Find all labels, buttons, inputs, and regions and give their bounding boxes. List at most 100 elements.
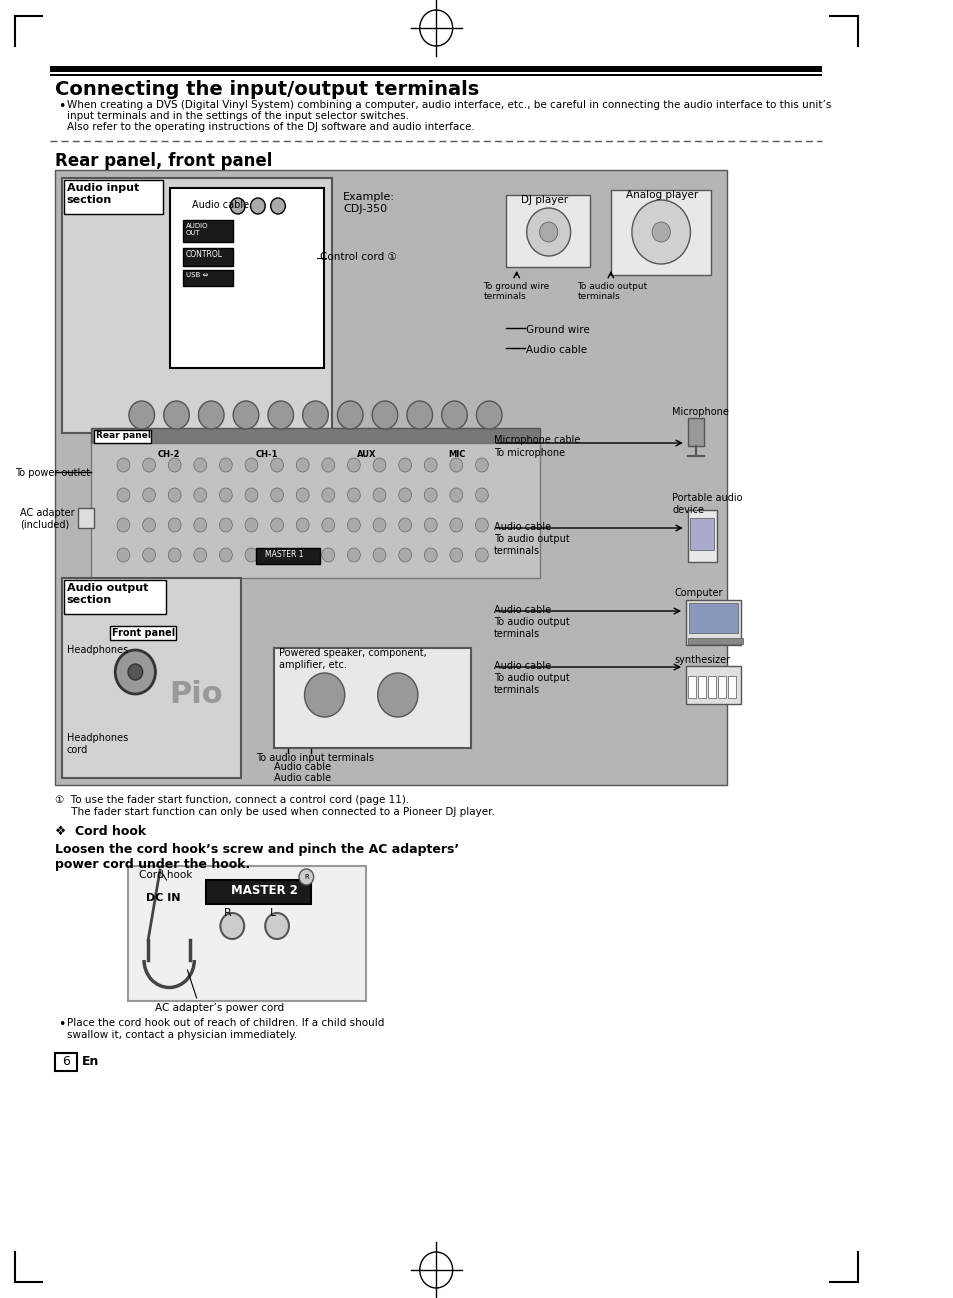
Bar [697,676,705,698]
Circle shape [220,912,244,938]
Text: R: R [304,874,309,880]
Circle shape [296,518,309,532]
Text: AC adapter
(included): AC adapter (included) [20,508,74,530]
Circle shape [347,458,360,472]
Text: AUX: AUX [356,450,375,459]
Circle shape [450,488,462,502]
Circle shape [219,458,232,472]
Circle shape [450,458,462,472]
Text: Microphone: Microphone [672,408,728,417]
Text: The fader start function can only be used when connected to a Pioneer DJ player.: The fader start function can only be use… [55,807,495,816]
Text: swallow it, contact a physician immediately.: swallow it, contact a physician immediat… [67,1031,296,1040]
Circle shape [268,401,294,430]
Circle shape [129,401,154,430]
Circle shape [168,488,181,502]
Text: Example:
CDJ-350: Example: CDJ-350 [342,192,395,214]
Text: Microphone cable: Microphone cable [494,435,579,445]
Circle shape [347,548,360,562]
Circle shape [245,488,257,502]
Bar [687,510,717,562]
Circle shape [298,868,314,885]
Text: R: R [224,909,232,918]
Circle shape [164,401,189,430]
Text: synthesizer: synthesizer [674,655,730,665]
Text: L: L [270,909,275,918]
Circle shape [475,548,488,562]
Circle shape [321,458,335,472]
Bar [687,676,695,698]
Circle shape [398,488,411,502]
Text: To ground wire
terminals: To ground wire terminals [483,282,549,301]
Text: Audio output
section: Audio output section [67,583,148,605]
Circle shape [296,458,309,472]
Bar [91,428,539,443]
Circle shape [321,548,335,562]
Text: Headphones: Headphones [67,645,128,655]
Circle shape [296,548,309,562]
Text: ❖  Cord hook: ❖ Cord hook [55,826,146,839]
Circle shape [476,401,501,430]
Bar [94,430,151,443]
Bar [128,866,365,1001]
Circle shape [337,401,363,430]
Text: DJ player: DJ player [520,195,568,205]
Circle shape [219,488,232,502]
Text: Connecting the input/output terminals: Connecting the input/output terminals [55,80,478,99]
Circle shape [168,518,181,532]
Bar [687,418,703,447]
Bar [688,604,738,633]
Text: Audio cable: Audio cable [525,345,586,354]
Text: To microphone: To microphone [494,448,564,458]
Bar [690,518,714,550]
Bar [55,170,726,785]
Bar [64,580,166,614]
Bar [183,248,233,266]
Bar [91,443,539,578]
Circle shape [193,458,207,472]
Circle shape [526,208,570,256]
Circle shape [398,548,411,562]
Text: USB ⇔: USB ⇔ [186,273,208,278]
Text: input terminals and in the settings of the input selector switches.: input terminals and in the settings of t… [67,112,408,121]
Circle shape [251,199,265,214]
Bar [717,676,725,698]
Bar [51,66,821,71]
Circle shape [377,672,417,716]
Bar [55,1053,77,1071]
Bar [685,666,740,704]
Text: To audio output
terminals: To audio output terminals [494,672,569,694]
Text: Rear panel, front panel: Rear panel, front panel [55,152,272,170]
Circle shape [372,401,397,430]
Bar [183,219,233,241]
Text: MASTER 1: MASTER 1 [265,550,303,559]
Text: Ground wire: Ground wire [525,324,589,335]
Circle shape [475,518,488,532]
Bar [707,676,716,698]
Text: Powered speaker, component,
amplifier, etc.: Powered speaker, component, amplifier, e… [278,648,426,670]
Circle shape [631,200,690,263]
Circle shape [302,401,328,430]
Circle shape [475,488,488,502]
Circle shape [115,650,155,694]
Text: Rear panel: Rear panel [96,431,151,440]
Text: AUDIO
OUT: AUDIO OUT [186,223,208,236]
Circle shape [198,401,224,430]
Circle shape [321,488,335,502]
Text: To audio input terminals: To audio input terminals [256,753,375,763]
Circle shape [117,458,130,472]
Circle shape [271,518,283,532]
Circle shape [271,458,283,472]
Circle shape [245,518,257,532]
Bar [274,648,471,748]
Circle shape [347,518,360,532]
Bar [51,74,821,77]
Text: Audio cable: Audio cable [494,522,551,532]
Circle shape [441,401,467,430]
Text: En: En [82,1055,99,1068]
Circle shape [168,548,181,562]
Circle shape [398,518,411,532]
Bar [62,578,240,778]
Circle shape [347,488,360,502]
Circle shape [321,518,335,532]
Text: Also refer to the operating instructions of the DJ software and audio interface.: Also refer to the operating instructions… [67,122,474,132]
